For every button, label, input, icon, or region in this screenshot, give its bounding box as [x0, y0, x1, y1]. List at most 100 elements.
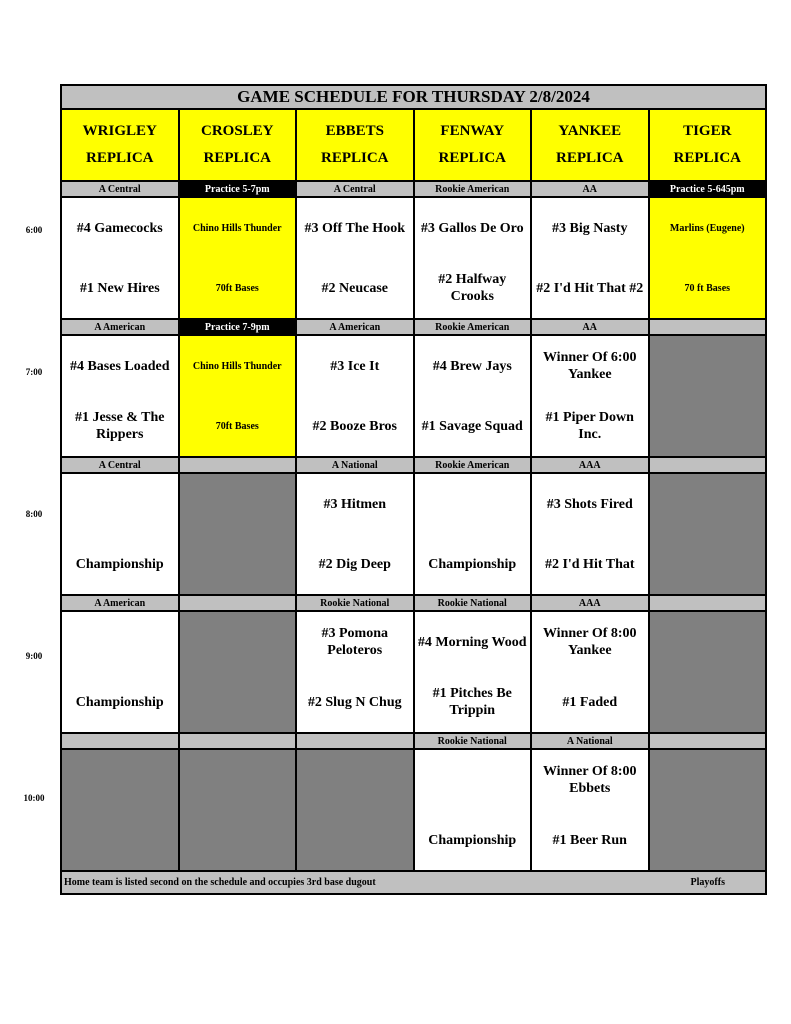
home-team: #1 Jesse & The Rippers — [74, 410, 165, 442]
division-label — [179, 458, 297, 474]
away-team — [415, 750, 531, 810]
game-slot: #3 Pomona Peloteros #2 Slug N Chug — [297, 612, 415, 734]
field-name: YANKEE — [558, 123, 622, 139]
game-slot: #3 Hitmen #2 Dig Deep — [297, 474, 415, 596]
away-team: Winner Of 8:00 Ebbets — [542, 764, 637, 796]
away-team: #4 Morning Wood — [417, 634, 527, 650]
away-team: #3 Hitmen — [323, 496, 387, 512]
field-subtitle: REPLICA — [673, 150, 741, 166]
division-label: AA — [532, 320, 650, 336]
empty-slot — [179, 612, 297, 734]
home-team — [180, 534, 296, 594]
field-header-fenway: FENWAY REPLICA — [414, 110, 532, 182]
division-label: Rookie American — [414, 182, 532, 198]
field-subtitle: REPLICA — [203, 150, 271, 166]
practice-slot: Marlins (Eugene) 70 ft Bases — [649, 198, 765, 320]
division-label-row: A Central Practice 5-7pm A Central Rookie A… — [62, 182, 765, 198]
home-team — [180, 672, 296, 732]
home-team — [180, 810, 296, 870]
division-label — [179, 734, 297, 750]
game-row: Championship #3 Hitmen #2 Dig Deep Champion… — [62, 474, 765, 596]
division-label: AAA — [532, 458, 650, 474]
game-slot: #3 Shots Fired #2 I'd Hit That — [532, 474, 650, 596]
game-row: Championship Winner Of 8:00 Ebbets #1 Beer… — [62, 750, 765, 872]
away-team: Winner Of 6:00 Yankee — [542, 350, 637, 382]
field-header-crosley: CROSLEY REPLICA — [179, 110, 297, 182]
footer-playoffs: Playoffs — [690, 877, 725, 888]
division-label: Rookie American — [414, 320, 532, 336]
division-label: Rookie National — [414, 596, 532, 612]
game-slot: #4 Gamecocks #1 New Hires — [62, 198, 180, 320]
away-team — [62, 612, 178, 672]
home-team: Championship — [75, 556, 164, 572]
home-team: #2 Neucase — [321, 280, 389, 296]
division-label: A American — [297, 320, 415, 336]
home-team: #2 Slug N Chug — [307, 694, 402, 710]
away-team — [62, 474, 178, 534]
division-label — [649, 734, 765, 750]
field-header-row: WRIGLEY REPLICA CROSLEY REPLICA EBBETS REPLIC… — [62, 110, 765, 182]
division-label: Practice 7-9pm — [179, 320, 297, 336]
division-label-row: A American Practice 7-9pm A American Rookie… — [62, 320, 765, 336]
empty-slot — [649, 750, 766, 872]
home-team: #2 Halfway Crooks — [438, 272, 507, 304]
home-team: 70ft Bases — [215, 282, 259, 294]
home-team — [650, 534, 766, 594]
division-label-row: A Central A National Rookie American AAA — [62, 458, 765, 474]
field-subtitle: REPLICA — [555, 150, 624, 166]
game-row: #4 Bases Loaded #1 Jesse & The Rippers Chi… — [62, 336, 765, 458]
home-team: 70 ft Bases — [684, 282, 731, 294]
away-team: #3 Off The Hook — [304, 220, 405, 236]
home-team: Championship — [428, 556, 517, 572]
away-team: Chino Hills Thunder — [192, 360, 282, 372]
practice-slot: Chino Hills Thunder 70ft Bases — [179, 198, 297, 320]
time-label: 10:00 — [23, 793, 45, 803]
field-header-yankee: YANKEE REPLICA — [532, 110, 650, 182]
division-label — [649, 458, 765, 474]
game-slot: #3 Gallos De Oro #2 Halfway Crooks — [414, 198, 532, 320]
home-team — [62, 810, 178, 870]
division-label: A American — [62, 596, 180, 612]
game-slot: #3 Ice It #2 Booze Bros — [297, 336, 415, 458]
home-team: #1 Savage Squad — [421, 418, 523, 434]
empty-slot — [62, 750, 180, 872]
home-team: #1 Pitches Be Trippin — [432, 686, 512, 718]
field-header-wrigley: WRIGLEY REPLICA — [62, 110, 180, 182]
division-label: Practice 5-7pm — [179, 182, 297, 198]
division-label-row: A American Rookie National Rookie National… — [62, 596, 765, 612]
division-label — [649, 320, 765, 336]
away-team — [180, 612, 296, 672]
division-label: Rookie American — [414, 458, 532, 474]
schedule-title: GAME SCHEDULE FOR THURSDAY 2/8/2024 — [62, 86, 765, 110]
field-header-tiger: TIGER REPLICA — [649, 110, 765, 182]
away-team: Chino Hills Thunder — [192, 222, 282, 234]
game-slot: Championship — [62, 612, 180, 734]
field-name: CROSLEY — [200, 123, 274, 139]
away-team — [650, 612, 766, 672]
away-team: #3 Gallos De Oro — [420, 220, 524, 236]
time-label: 6:00 — [25, 225, 43, 235]
time-label: 8:00 — [25, 509, 43, 519]
field-name: TIGER — [683, 123, 732, 139]
footer-note: Home team is listed second on the schedu… — [64, 877, 376, 888]
game-slot: Winner Of 8:00 Yankee #1 Faded — [532, 612, 650, 734]
field-header-ebbets: EBBETS REPLICA — [297, 110, 415, 182]
away-team — [180, 750, 296, 810]
home-team — [650, 810, 766, 870]
empty-slot — [649, 336, 766, 458]
division-label — [62, 734, 180, 750]
away-team: Marlins (Eugene) — [669, 222, 745, 234]
away-team — [415, 474, 531, 534]
empty-slot — [297, 750, 415, 872]
away-team — [650, 474, 766, 534]
home-team: #1 New Hires — [79, 280, 160, 296]
home-team — [297, 810, 413, 870]
division-label: A Central — [62, 458, 180, 474]
away-team — [297, 750, 413, 810]
away-team: #4 Bases Loaded — [69, 358, 170, 374]
empty-slot — [649, 474, 766, 596]
game-slot: Winner Of 6:00 Yankee #1 Piper Down Inc. — [532, 336, 650, 458]
away-team — [650, 336, 766, 396]
home-team — [650, 672, 766, 732]
home-team: Championship — [428, 832, 517, 848]
